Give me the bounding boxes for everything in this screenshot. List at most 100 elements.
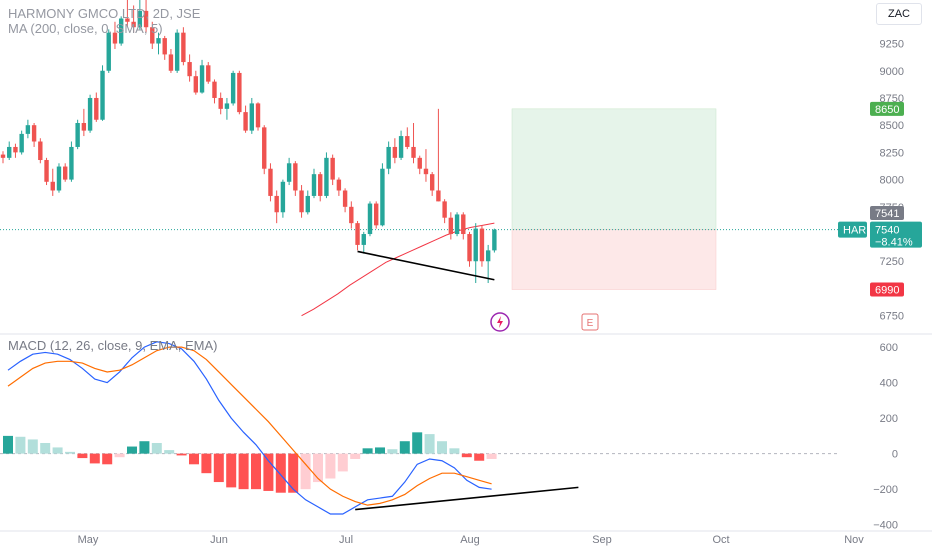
histogram-bar	[27, 439, 38, 454]
histogram-bar	[102, 453, 113, 465]
earnings-label: E	[587, 318, 594, 329]
last-price-tag: 7540−8.41%	[870, 221, 922, 249]
price-tick-label: 8000	[880, 175, 904, 187]
macd-tick-label: 0	[892, 449, 898, 461]
histogram-bar	[412, 432, 423, 454]
time-tick-label: Jul	[339, 534, 353, 546]
histogram-bar	[89, 453, 100, 464]
target-zone	[511, 108, 717, 230]
histogram-bar	[139, 441, 150, 454]
histogram-bar	[77, 453, 88, 459]
histogram-bar	[337, 453, 348, 472]
ma-legend[interactable]: MA (200, close, 0, SMA, 5)	[8, 21, 163, 36]
candle-body	[305, 195, 310, 213]
time-tick-label: Oct	[712, 534, 729, 546]
candle-body	[293, 163, 298, 191]
candle-body	[461, 214, 466, 235]
candle-body	[94, 97, 99, 120]
histogram-bar	[313, 453, 323, 483]
candle-body	[150, 27, 155, 44]
macd-tick-label: −400	[873, 520, 898, 532]
candle-body	[448, 217, 454, 235]
candle-body	[218, 97, 223, 109]
prev-close-tag-bg	[870, 206, 904, 220]
candle-body	[181, 32, 186, 63]
histogram-bar	[151, 442, 162, 454]
candle-body	[143, 10, 149, 28]
histogram-bar	[424, 434, 435, 454]
currency-button[interactable]: ZAC	[876, 3, 922, 25]
candle-body	[286, 163, 292, 182]
histogram-bar	[251, 453, 261, 490]
candle-body	[367, 203, 373, 235]
histogram-bar	[263, 453, 274, 491]
target-price-tag-bg	[870, 101, 904, 116]
candle-body	[125, 18, 130, 22]
time-tick-label: Jun	[210, 534, 228, 546]
stop-price-tag-bg	[870, 282, 904, 297]
candle-body	[249, 103, 254, 131]
price-tick-label: 8250	[880, 147, 904, 159]
candle-body	[380, 168, 385, 226]
candle-body	[87, 97, 93, 131]
candle-body	[212, 81, 217, 98]
candle-body	[361, 234, 366, 245]
symbol-legend[interactable]: HARMONY GMCO LTD, 2D, JSE	[8, 6, 201, 21]
histogram-bar	[65, 451, 75, 454]
macd-tick-label: −200	[873, 484, 898, 496]
change-percent-text: −8.41%	[875, 237, 913, 249]
macd-line	[7, 341, 492, 515]
lightning-bolt	[497, 316, 503, 328]
macd-trendline	[355, 486, 579, 511]
histogram-bar	[375, 447, 385, 454]
candle-body	[44, 160, 49, 182]
candle-body	[230, 72, 236, 104]
histogram-bar	[486, 453, 497, 459]
candle-body	[318, 174, 323, 196]
candle-body	[63, 166, 68, 180]
stop-price-tag: 6990	[870, 282, 904, 297]
symbol-price-tag: HAR	[838, 221, 867, 238]
candle-body	[206, 65, 211, 82]
candle-body	[31, 125, 37, 142]
histogram-bar	[164, 450, 175, 454]
candle-body	[187, 62, 192, 77]
candle-body	[473, 228, 478, 262]
time-tick-label: Aug	[460, 534, 480, 546]
candle-body	[405, 136, 410, 147]
candle-body	[13, 146, 18, 153]
candle-body	[100, 70, 105, 120]
target-price-tag-text: 8650	[875, 104, 899, 116]
candle-body	[374, 203, 379, 226]
candle-body	[330, 157, 335, 180]
candle-body	[411, 146, 416, 158]
candle-body	[485, 250, 491, 262]
candle-body	[106, 32, 111, 71]
histogram-bar	[189, 453, 199, 465]
candle-body	[81, 123, 87, 131]
histogram-bar	[437, 441, 447, 454]
stop-zone	[511, 229, 717, 290]
candle-body	[137, 10, 143, 28]
candle-body	[398, 136, 404, 158]
histogram-bar	[3, 435, 13, 454]
candle-body	[274, 195, 279, 213]
candle-body	[342, 190, 348, 207]
candle-body	[467, 234, 472, 262]
macd-legend[interactable]: MACD (12, 26, close, 9, EMA, EMA)	[8, 338, 218, 353]
target-price-tag: 8650	[870, 101, 904, 116]
histogram-bar	[127, 446, 137, 454]
candle-body	[131, 21, 136, 28]
price-tick-label: 9000	[880, 66, 904, 78]
candle-body	[243, 112, 248, 131]
candle-body	[193, 76, 199, 93]
prev-close-tag: 7541	[870, 206, 904, 220]
candle-body	[224, 103, 230, 109]
macd-tick-label: 200	[880, 413, 898, 425]
histogram-bar	[288, 453, 299, 493]
candle-body	[349, 206, 354, 224]
candle-body	[112, 32, 118, 44]
earnings-icon	[581, 313, 599, 331]
